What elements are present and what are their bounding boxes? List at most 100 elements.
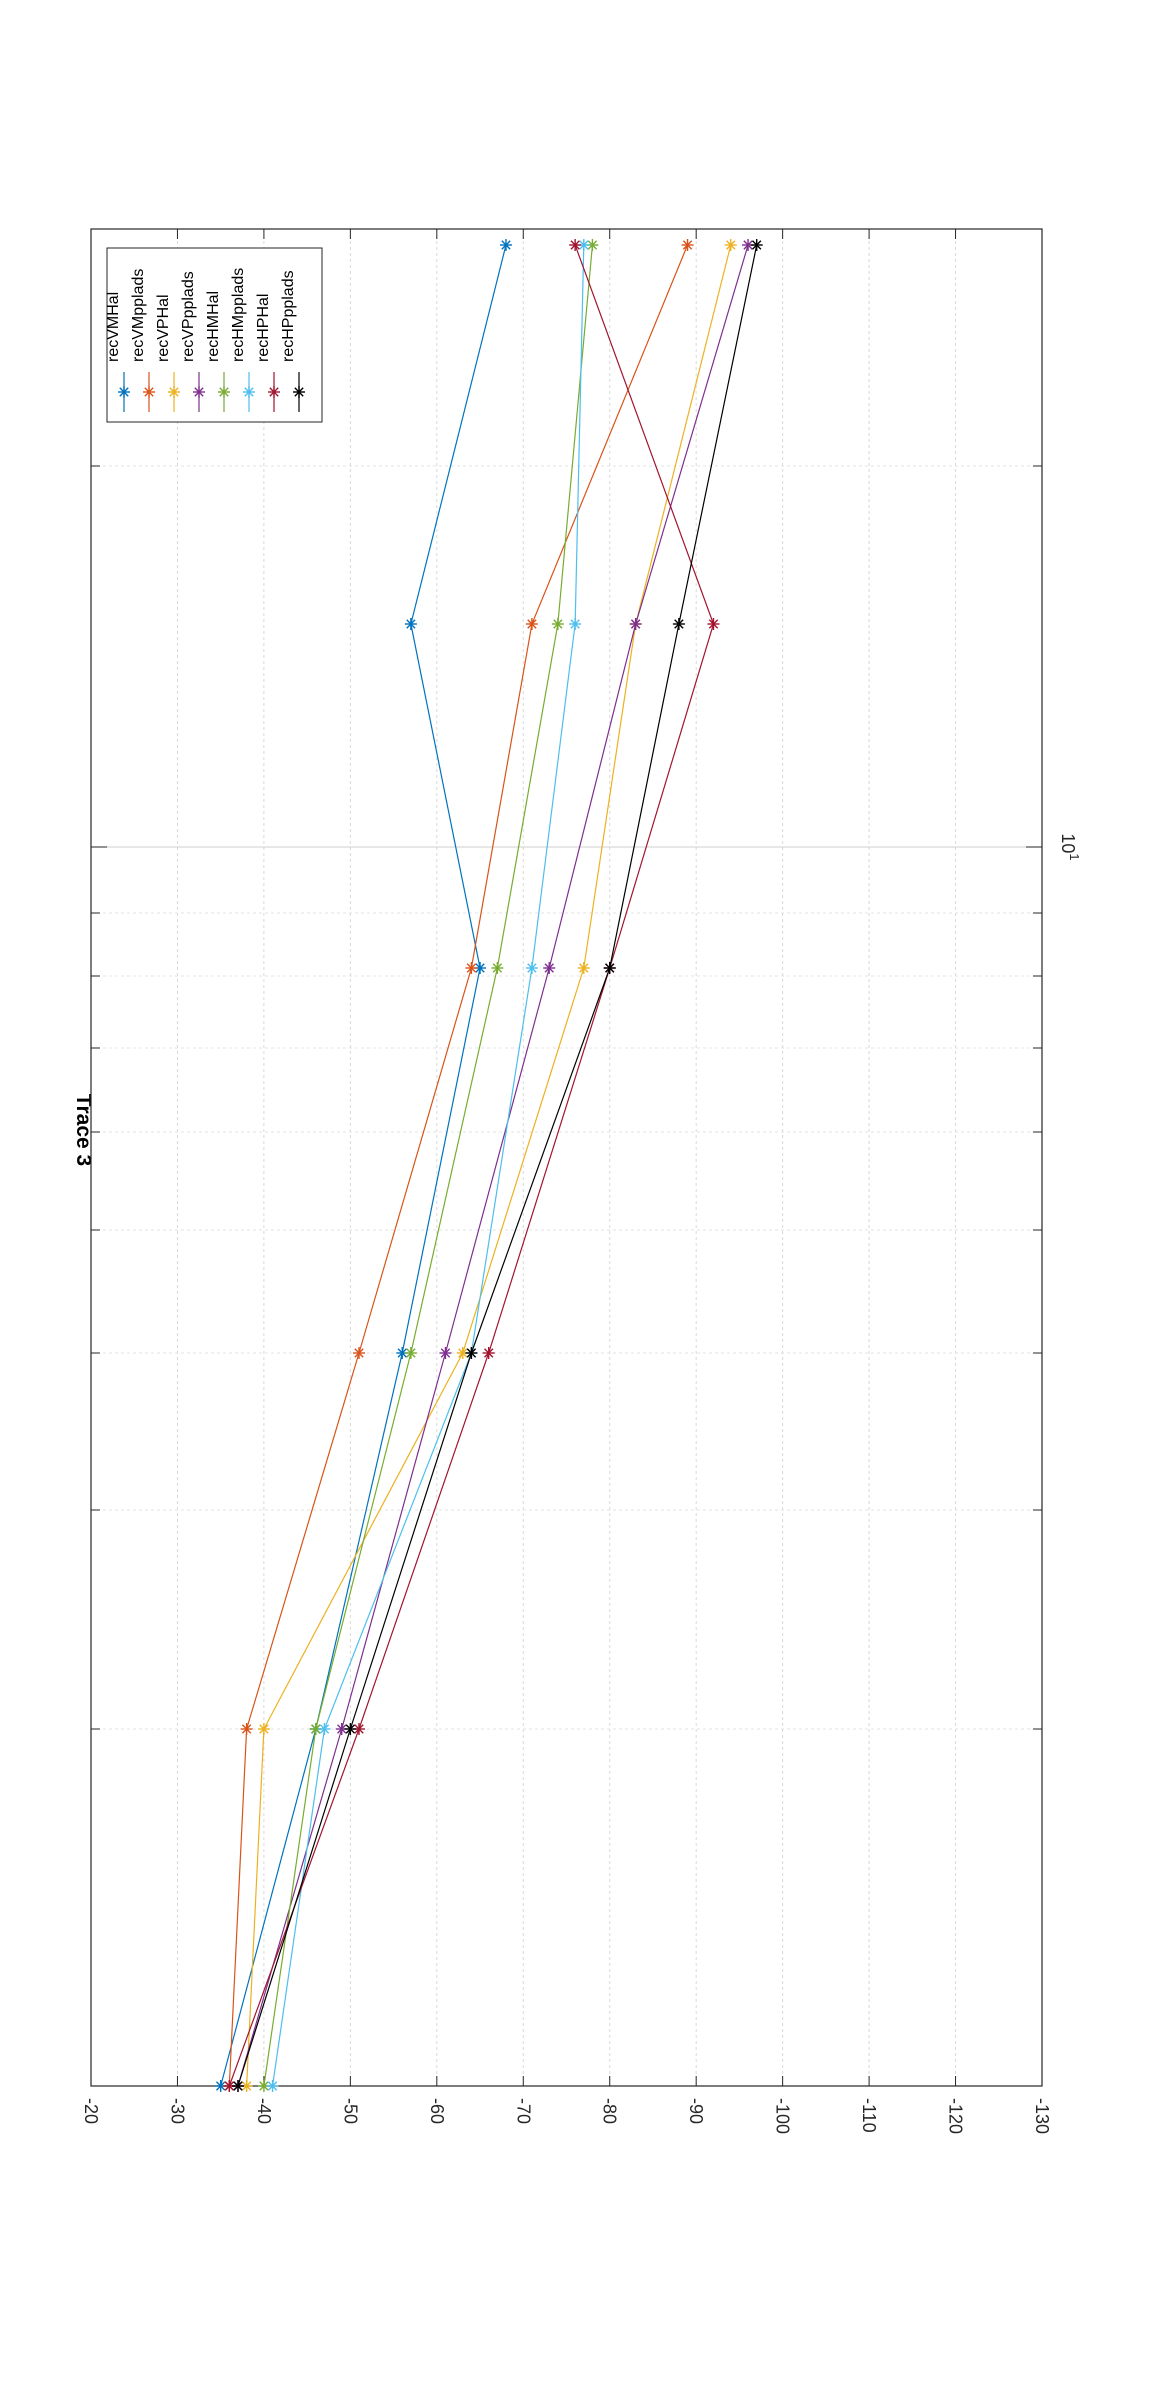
y-tick-label: -40 bbox=[254, 2098, 274, 2124]
marker-stroke bbox=[587, 240, 598, 250]
marker-stroke bbox=[752, 240, 762, 250]
data-point bbox=[750, 239, 763, 251]
marker-stroke bbox=[354, 1348, 364, 1358]
marker-stroke bbox=[492, 963, 503, 973]
y-tick-label: -30 bbox=[167, 2098, 187, 2124]
data-point bbox=[681, 239, 694, 251]
marker-stroke bbox=[259, 2081, 269, 2091]
legend-box bbox=[106, 247, 323, 423]
series-layer bbox=[214, 239, 763, 2092]
marker-stroke bbox=[630, 619, 641, 629]
legend-swatch-marker bbox=[118, 386, 130, 398]
tick-labels: -20 -30 -40 -50 -60 -70 -80 -90 -100 -110 -120 -130… bbox=[81, 833, 1082, 2134]
marker-stroke bbox=[233, 2081, 243, 2091]
y-tick-label: -70 bbox=[513, 2098, 533, 2124]
marker-stroke bbox=[527, 963, 537, 973]
marker-stroke bbox=[144, 387, 154, 397]
data-point bbox=[439, 1347, 452, 1359]
marker-stroke bbox=[501, 240, 511, 250]
data-point bbox=[551, 618, 564, 630]
chart-title: Trace 3 bbox=[72, 1094, 95, 1166]
marker-stroke bbox=[241, 2081, 252, 2091]
marker-stroke bbox=[311, 1724, 321, 1734]
y-tick-label: -50 bbox=[340, 2098, 360, 2124]
marker-stroke bbox=[570, 619, 580, 629]
marker-stroke bbox=[483, 1348, 494, 1358]
legend-label: recVPHal bbox=[155, 294, 172, 362]
marker-stroke bbox=[244, 387, 254, 397]
data-point bbox=[569, 239, 582, 251]
marker-stroke bbox=[397, 1348, 407, 1358]
marker-stroke bbox=[319, 1724, 330, 1734]
marker-stroke bbox=[337, 1724, 347, 1734]
data-point bbox=[742, 239, 755, 251]
series-recHPpplads bbox=[231, 239, 763, 2092]
x-tick-label: 101 bbox=[1058, 833, 1082, 860]
series-line bbox=[271, 244, 585, 2087]
marker-stroke bbox=[544, 963, 554, 973]
legend-label: recHMHal bbox=[205, 291, 222, 362]
data-point bbox=[707, 618, 720, 630]
data-point bbox=[318, 1723, 331, 1735]
data-point bbox=[603, 962, 616, 974]
marker-stroke bbox=[241, 1724, 252, 1734]
marker-stroke bbox=[354, 1724, 364, 1734]
marker-stroke bbox=[743, 240, 753, 250]
legend-label: recVPpplads bbox=[180, 271, 197, 362]
data-point bbox=[525, 962, 538, 974]
marker-stroke bbox=[579, 240, 589, 250]
y-tick-label: -100 bbox=[773, 2098, 793, 2134]
series-recVMpplads bbox=[223, 239, 694, 2092]
y-tick-label: -90 bbox=[686, 2098, 706, 2124]
marker-stroke bbox=[215, 2081, 226, 2091]
legend-label: recVMHal bbox=[105, 292, 122, 362]
series-recHMpplads bbox=[266, 239, 590, 2092]
legend-label: recHPHal bbox=[255, 294, 272, 362]
data-point bbox=[482, 1347, 495, 1359]
data-point bbox=[344, 1723, 357, 1735]
y-tick-label: -80 bbox=[600, 2098, 620, 2124]
legend: recVMHal recVMpplads recVPHal recVPpplads re… bbox=[105, 247, 323, 423]
marker-stroke bbox=[194, 387, 204, 397]
marker-stroke bbox=[466, 963, 477, 973]
legend-swatch-marker bbox=[143, 386, 155, 398]
data-point bbox=[525, 618, 538, 630]
series-recHPHal bbox=[223, 239, 720, 2092]
series-recVPHal bbox=[240, 239, 737, 2092]
legend-swatch-marker bbox=[193, 386, 205, 398]
data-point bbox=[577, 962, 590, 974]
series-recHMHal bbox=[257, 239, 599, 2092]
marker-stroke bbox=[682, 240, 693, 250]
data-point bbox=[240, 1723, 253, 1735]
data-point bbox=[569, 618, 582, 630]
series-line bbox=[246, 244, 732, 2087]
marker-stroke bbox=[708, 619, 719, 629]
y-tick-label: -60 bbox=[427, 2098, 447, 2124]
marker-stroke bbox=[553, 619, 563, 629]
y-tick-label: -120 bbox=[946, 2098, 966, 2134]
marker-stroke bbox=[406, 1348, 416, 1358]
plot-frame bbox=[90, 228, 1043, 2087]
marker-stroke bbox=[674, 619, 684, 629]
series-line bbox=[263, 244, 594, 2087]
series-recVPpplads bbox=[231, 239, 755, 2092]
legend-label: recHPpplads bbox=[280, 270, 297, 362]
marker-stroke bbox=[269, 387, 279, 397]
data-point bbox=[353, 1347, 366, 1359]
marker-stroke bbox=[440, 1348, 451, 1358]
y-tick-label: -130 bbox=[1032, 2098, 1052, 2134]
data-point bbox=[499, 239, 512, 251]
legend-label: recHMpplads bbox=[230, 268, 247, 362]
marker-stroke bbox=[466, 1348, 477, 1358]
marker-stroke bbox=[475, 963, 485, 973]
data-point bbox=[577, 239, 590, 251]
series-line bbox=[237, 244, 749, 2087]
data-point bbox=[214, 2080, 227, 2092]
marker-stroke bbox=[570, 240, 580, 250]
grid bbox=[90, 228, 1043, 2087]
y-tick-label: -20 bbox=[81, 2098, 101, 2124]
axes bbox=[90, 228, 1043, 2087]
marker-stroke bbox=[219, 387, 229, 397]
data-point bbox=[672, 618, 685, 630]
